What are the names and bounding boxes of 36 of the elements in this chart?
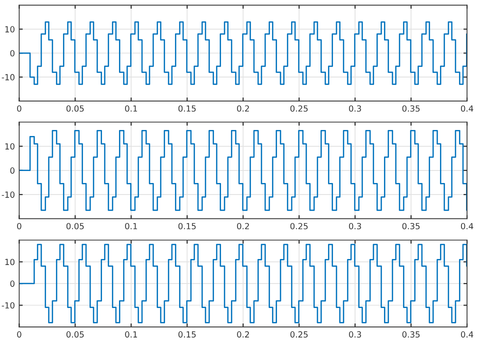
x-tick-label: 0 bbox=[17, 105, 22, 112]
x-tick-label: 0.25 bbox=[290, 222, 308, 230]
x-tick-label: 0.05 bbox=[66, 331, 84, 338]
x-tick-label: 0.35 bbox=[402, 222, 420, 230]
x-tick-label: 0.15 bbox=[178, 222, 196, 230]
x-tick-label: 0.25 bbox=[290, 331, 308, 338]
x-tick-label: 0.15 bbox=[178, 331, 196, 338]
x-tick-label: 0.35 bbox=[402, 331, 420, 338]
x-tick-label: 0 bbox=[17, 222, 22, 230]
x-tick-label: 0.05 bbox=[66, 105, 84, 112]
x-tick-label: 0.1 bbox=[125, 222, 138, 230]
x-tick-label: 0.3 bbox=[349, 331, 362, 338]
x-tick-label: 0.05 bbox=[66, 222, 84, 230]
x-tick-label: 0.15 bbox=[178, 105, 196, 112]
x-tick-label: 0.3 bbox=[349, 105, 362, 112]
x-tick-label: 0.35 bbox=[402, 105, 420, 112]
x-tick-label: 0.4 bbox=[460, 222, 474, 230]
y-tick-label: 0 bbox=[10, 167, 14, 174]
x-tick-label: 0.1 bbox=[125, 105, 138, 112]
y-tick-label: 10 bbox=[5, 258, 14, 266]
y-tick-label: 0 bbox=[10, 50, 14, 56]
x-tick-label: 0.4 bbox=[460, 105, 474, 112]
y-tick-label: 10 bbox=[5, 26, 14, 32]
x-tick-label: 0.4 bbox=[460, 331, 474, 338]
y-tick-label: -10 bbox=[2, 302, 14, 309]
y-tick-label: -10 bbox=[2, 192, 14, 198]
y-tick-label: 0 bbox=[10, 280, 14, 287]
x-tick-label: 0.2 bbox=[237, 105, 249, 112]
x-tick-label: 0.2 bbox=[237, 222, 249, 230]
y-tick-label: -10 bbox=[2, 74, 14, 80]
x-tick-label: 0.1 bbox=[125, 331, 138, 338]
y-tick-label: 10 bbox=[5, 143, 14, 150]
x-tick-label: 0.2 bbox=[237, 331, 249, 338]
x-tick-label: 0.3 bbox=[349, 222, 362, 230]
x-tick-label: 0.25 bbox=[290, 105, 308, 112]
x-tick-label: 0 bbox=[17, 331, 22, 338]
